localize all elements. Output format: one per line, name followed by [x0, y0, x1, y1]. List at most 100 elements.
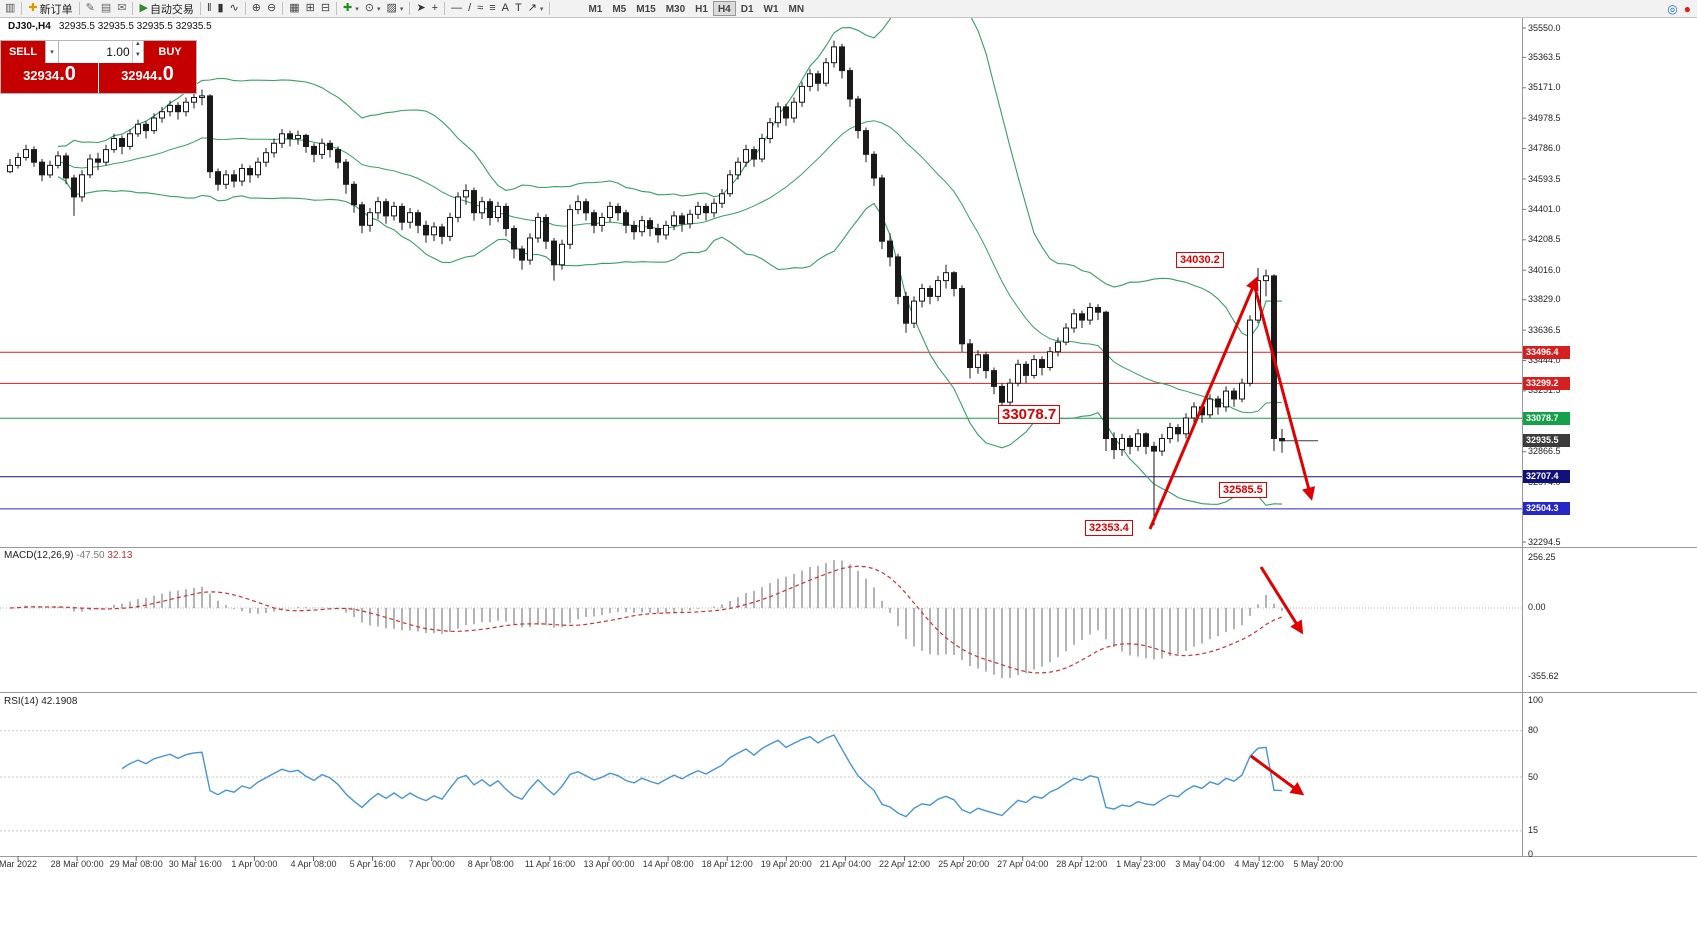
- zoom-in-button[interactable]: ⊕: [249, 1, 264, 17]
- mail-icon: ✉: [117, 2, 127, 14]
- periods-icon: ⊙: [364, 2, 374, 14]
- arrows-icon: ↗: [527, 2, 537, 14]
- toolbar-separator: [444, 2, 446, 15]
- timeframe-m30-button[interactable]: M30: [665, 4, 686, 15]
- zoom-out-button[interactable]: ⊖: [264, 1, 279, 17]
- cascade-windows-icon: ⊟: [320, 2, 331, 14]
- toolbar-separator: [549, 2, 551, 15]
- candlestick-chart-button[interactable]: ▮: [214, 1, 226, 17]
- trend-arrow[interactable]: [1250, 754, 1305, 796]
- sell-price-frac: .0: [59, 63, 76, 85]
- fibonacci-tool[interactable]: ≈: [474, 1, 486, 17]
- timeframe-m15-button[interactable]: M15: [636, 4, 656, 15]
- timeframe-m5-button[interactable]: M5: [612, 4, 627, 15]
- new-order-button[interactable]: ✚ 新订单: [25, 1, 75, 17]
- bar-chart-button[interactable]: ‖: [204, 1, 215, 17]
- sell-price-main: 32934: [23, 68, 60, 83]
- cursor-button[interactable]: ➤: [413, 1, 428, 17]
- new-order-button-label: 新订单: [39, 3, 73, 16]
- rsi-name: RSI(14): [4, 696, 39, 707]
- buy-button[interactable]: BUY: [144, 41, 196, 63]
- macd-signal-value: 32.13: [107, 550, 133, 561]
- arrows-tool[interactable]: ↗ ▾: [525, 1, 547, 17]
- tile-windows-button[interactable]: ▦: [286, 1, 302, 17]
- stepper-down-icon[interactable]: ▼: [134, 52, 141, 58]
- trendline-tool[interactable]: /: [465, 1, 474, 17]
- timeframe-mn-button[interactable]: MN: [788, 4, 805, 15]
- templates-button-dropdown[interactable]: ▾: [399, 5, 404, 13]
- indicators-button[interactable]: ✚ ▾: [340, 1, 362, 17]
- text-tool[interactable]: A: [499, 1, 512, 17]
- tile-windows-icon: ▦: [289, 2, 300, 14]
- search-icon[interactable]: ◎: [1667, 1, 1678, 16]
- crosshair-icon: +: [431, 2, 439, 14]
- rsi-indicator-label: RSI(14) 42.1908: [4, 696, 77, 707]
- autotrading-icon: ▶: [139, 2, 148, 14]
- periods-button[interactable]: ⊙ ▾: [362, 1, 384, 17]
- fibonacci-icon: ≈: [477, 2, 484, 14]
- chevron-down-icon: ▾: [50, 49, 54, 56]
- text-label-tool[interactable]: T: [512, 1, 525, 17]
- autotrading-button[interactable]: ▶ 自动交易: [136, 1, 196, 17]
- equidistant-channel-tool[interactable]: ≡: [486, 1, 498, 17]
- line-chart-button[interactable]: ∿: [227, 1, 242, 17]
- horizontal-line-tool[interactable]: —: [448, 1, 465, 17]
- crosshair-button[interactable]: +: [429, 1, 441, 17]
- toolbar-separator: [282, 2, 284, 15]
- ohlc-values: 32935.5 32935.5 32935.5 32935.5: [58, 21, 212, 32]
- text-label-icon: T: [514, 2, 522, 14]
- cursor-icon: ➤: [416, 2, 426, 14]
- metaeditor-button[interactable]: ✎: [83, 1, 98, 17]
- toolbar-separator: [244, 2, 246, 15]
- one-click-trading-panel: SELL ▾ ▲ ▼ BUY 32934.0 32944.0: [0, 40, 197, 94]
- print-button[interactable]: ▤: [98, 1, 114, 17]
- trend-arrow[interactable]: [1148, 276, 1259, 530]
- volume-input[interactable]: [59, 41, 132, 63]
- timeframe-d1-button[interactable]: D1: [740, 4, 754, 15]
- templates-button[interactable]: ▨ ▾: [384, 1, 407, 17]
- indicators-icon: ✚: [343, 2, 353, 14]
- auto-arrange-button[interactable]: ⊞: [303, 1, 318, 17]
- trade-controls-row: SELL ▾ ▲ ▼ BUY: [1, 41, 196, 63]
- candlestick-chart-icon: ▮: [217, 2, 224, 14]
- print-icon: ▤: [100, 2, 112, 14]
- trendline-icon: /: [468, 2, 472, 14]
- timeframe-w1-button[interactable]: W1: [763, 4, 779, 15]
- sell-button[interactable]: SELL: [1, 41, 45, 63]
- toolbar-separator: [199, 2, 201, 15]
- trend-arrow[interactable]: [1259, 566, 1304, 635]
- toolbar-separator: [336, 2, 338, 15]
- templates-icon: ▨: [386, 2, 397, 14]
- stepper-up-icon[interactable]: ▲: [134, 41, 141, 47]
- volume-dropdown-button[interactable]: ▾: [45, 41, 59, 63]
- bar-chart-icon: ‖: [206, 2, 212, 14]
- toolbar-separator: [78, 2, 80, 15]
- new-order-icon: ✚: [28, 2, 38, 14]
- macd-indicator-label: MACD(12,26,9) -47.50 32.13: [4, 550, 132, 561]
- timeframe-h1-button[interactable]: H1: [695, 4, 708, 15]
- sell-price-display[interactable]: 32934.0: [1, 63, 98, 93]
- periods-button-dropdown[interactable]: ▾: [377, 5, 381, 13]
- mail-button[interactable]: ✉: [114, 1, 129, 17]
- toolbar-separator: [409, 2, 411, 15]
- zoom-in-icon: ⊕: [251, 2, 261, 14]
- buy-price-display[interactable]: 32944.0: [99, 63, 196, 93]
- cascade-windows-button[interactable]: ⊟: [318, 1, 333, 17]
- buy-price-frac: .0: [157, 63, 174, 85]
- timeframe-m1-button[interactable]: M1: [588, 4, 603, 15]
- notification-icon[interactable]: ●: [1683, 1, 1691, 16]
- timeframe-h4-button[interactable]: H4: [712, 1, 736, 16]
- volume-field: ▲ ▼: [59, 41, 144, 63]
- metaeditor-icon: ✎: [85, 2, 95, 14]
- trend-arrow[interactable]: [1252, 283, 1316, 501]
- arrows-tool-dropdown[interactable]: ▾: [539, 5, 544, 13]
- chart-title: DJ30-,H4 32935.5 32935.5 32935.5 32935.5: [8, 21, 212, 32]
- toolbar-right-icons: ◎ ●: [1667, 2, 1695, 16]
- volume-stepper[interactable]: ▲ ▼: [131, 41, 143, 63]
- new-chart-button[interactable]: ▥: [2, 1, 18, 17]
- indicators-button-dropdown[interactable]: ▾: [355, 5, 359, 13]
- horizontal-line-icon: —: [451, 2, 463, 14]
- trade-prices-row: 32934.0 32944.0: [1, 63, 196, 93]
- macd-name: MACD(12,26,9): [4, 550, 74, 561]
